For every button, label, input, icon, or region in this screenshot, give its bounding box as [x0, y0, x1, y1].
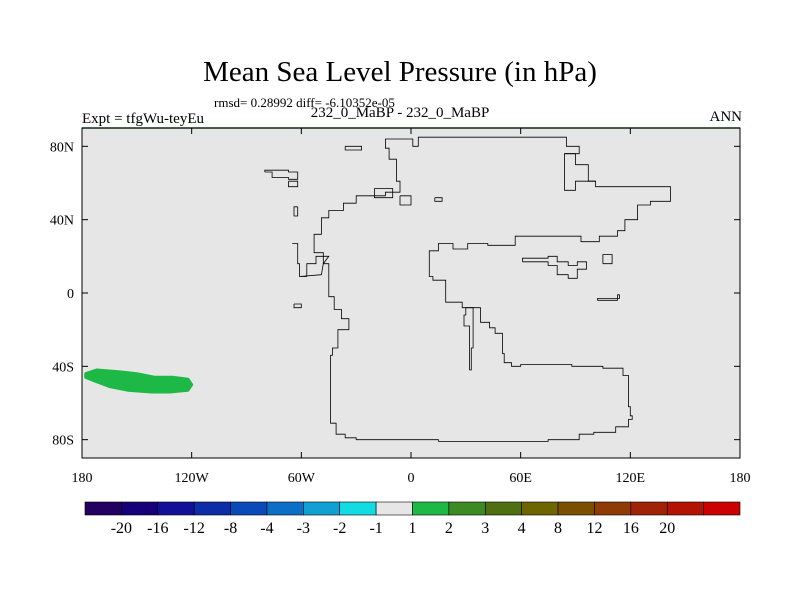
colorbar-label: 8: [554, 520, 562, 537]
coastline: [564, 153, 596, 182]
coastline: [463, 307, 474, 371]
axes-layer: 180 120W 60W 0 60E 120E 180 80N 40N 0 40S 80S: [50, 128, 751, 486]
colorbar-swatch: [157, 501, 195, 516]
x-tick-label: 180: [730, 471, 751, 486]
colorbar-swatch: [339, 501, 377, 516]
coastline: [399, 195, 412, 206]
anomaly-region: [84, 368, 194, 394]
colorbar-swatch: [594, 501, 632, 516]
colorbar-swatch: [521, 501, 559, 516]
colorbar-swatch: [557, 501, 595, 516]
colorbar: -20 -16 -12 -8 -4 -3 -2 -1 1 2 3 4 8 12 16 20: [84, 501, 741, 537]
map-background: [82, 128, 740, 458]
colorbar-label: -2: [333, 520, 346, 537]
colorbar-swatch: [484, 501, 522, 516]
difference-label: 232_0_MaBP - 232_0_MaBP: [310, 105, 490, 121]
x-tick-label: 120E: [616, 471, 646, 486]
chart-title: Mean Sea Level Pressure (in hPa): [203, 56, 597, 88]
coastline: [434, 197, 443, 202]
colorbar-label: 2: [445, 520, 453, 537]
coastline: [522, 255, 587, 279]
colorbar-label: -8: [224, 520, 237, 537]
colorbar-swatch: [84, 501, 122, 516]
coastline: [313, 136, 671, 442]
y-tick-label: 80N: [50, 140, 74, 155]
colorbar-label: 16: [623, 520, 639, 537]
colorbar-label: -1: [369, 520, 382, 537]
x-tick-label: 120W: [175, 471, 210, 486]
colorbar-label: -12: [184, 520, 205, 537]
colorbar-swatch: [448, 501, 486, 516]
colorbar-label: 3: [481, 520, 489, 537]
colorbar-label: -16: [147, 520, 168, 537]
colorbar-label: 1: [409, 520, 417, 537]
coastline: [293, 303, 302, 309]
coastline: [602, 254, 613, 265]
y-tick-label: 40N: [50, 214, 74, 229]
x-tick-label: 60W: [288, 471, 316, 486]
y-tick-label: 40S: [52, 360, 74, 375]
experiment-label: Expt = tfgWu-teyEu: [82, 111, 204, 127]
coastline: [373, 188, 394, 199]
colorbar-swatch: [412, 501, 450, 516]
colorbar-label: 4: [518, 520, 526, 537]
colorbar-label: 20: [659, 520, 675, 537]
colorbar-swatch: [121, 501, 159, 516]
colorbar-swatch: [703, 501, 741, 516]
colorbar-swatch: [666, 501, 704, 516]
coastline: [344, 145, 363, 151]
x-tick-label: 60E: [509, 471, 532, 486]
colorbar-swatch: [193, 501, 231, 516]
coastline: [293, 206, 299, 217]
anomaly-layer: [84, 368, 194, 394]
colorbar-swatch: [375, 501, 413, 516]
season-label: ANN: [709, 109, 743, 125]
colorbar-swatch: [230, 501, 268, 516]
coastline: [288, 180, 299, 188]
x-tick-label: 180: [72, 471, 93, 486]
x-tick-label: 0: [408, 471, 415, 486]
colorbar-swatch: [266, 501, 304, 516]
colorbar-label: 12: [586, 520, 602, 537]
colorbar-swatch: [303, 501, 341, 516]
coastline: [264, 169, 299, 180]
colorbar-swatch: [630, 501, 668, 516]
colorbar-label: -20: [111, 520, 132, 537]
y-tick-label: 80S: [52, 434, 74, 449]
coastline: [597, 294, 620, 301]
rmsd-diff-stats: rmsd= 0.28992 diff= -6.10352e-05: [214, 95, 395, 110]
y-tick-label: 0: [67, 287, 74, 302]
colorbar-label: -3: [297, 520, 310, 537]
colorbar-label: -4: [260, 520, 273, 537]
coastline: [292, 243, 330, 277]
coastline-layer: [264, 136, 671, 442]
